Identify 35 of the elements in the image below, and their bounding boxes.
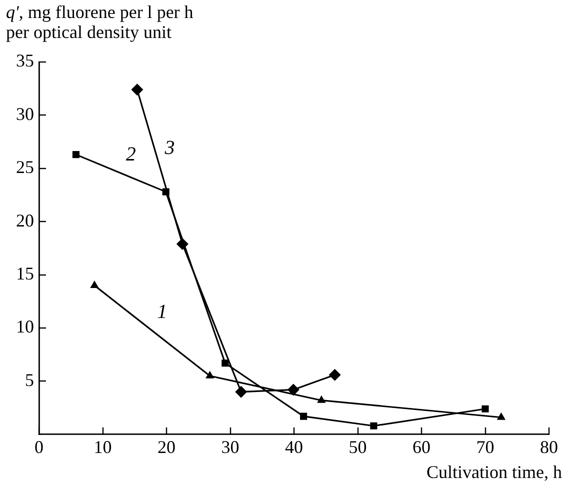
x-tick-label: 30 [221, 436, 240, 457]
y-tick-label: 5 [25, 370, 34, 390]
x-axis-title: Cultivation time, h [426, 462, 562, 483]
point [317, 395, 326, 403]
point [287, 384, 300, 396]
x-tick-label: 60 [412, 436, 430, 457]
point [162, 188, 170, 196]
point [370, 422, 378, 430]
y-tick-label: 15 [16, 264, 34, 284]
annotation: 2 [126, 143, 136, 166]
y-tick-label: 25 [16, 157, 34, 178]
y-tick-label: 10 [16, 316, 34, 337]
point [328, 368, 341, 381]
point [482, 405, 489, 412]
annotation: 3 [164, 137, 175, 160]
point [300, 412, 308, 420]
x-tick-label: 10 [94, 436, 112, 457]
point [90, 280, 99, 288]
point [496, 412, 506, 420]
annotation: 1 [157, 300, 168, 323]
point [72, 151, 80, 158]
x-tick-label: 50 [348, 436, 367, 457]
x-tick-label: 70 [476, 436, 494, 457]
y-tick-label: 35 [16, 50, 34, 71]
point [206, 370, 214, 378]
y-axis-title: q', mg fluorene per l per h per optical density unit [6, 2, 194, 42]
x-tick-label: 40 [285, 436, 303, 457]
x-tick-label: 0 [34, 436, 44, 457]
x-tick-label: 20 [158, 436, 176, 457]
y-tick-label: 20 [16, 210, 34, 230]
point [222, 360, 229, 367]
point [131, 84, 144, 96]
y-tick-label: 30 [16, 104, 34, 124]
x-tick-label: 80 [540, 436, 558, 457]
point [235, 386, 248, 398]
